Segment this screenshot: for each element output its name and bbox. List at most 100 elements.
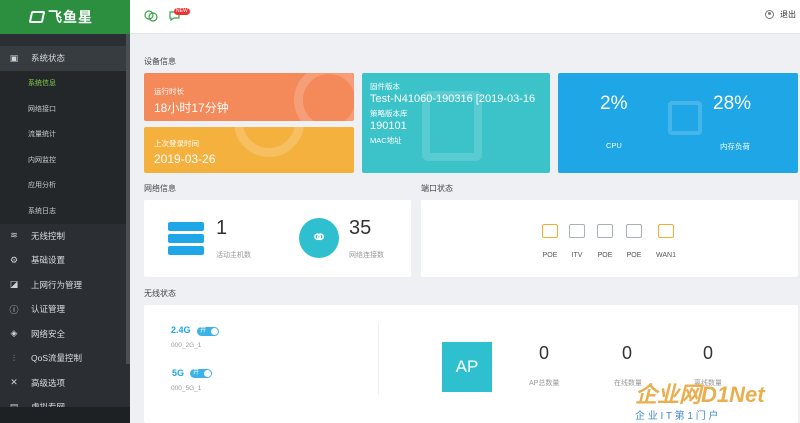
- sidebar-item-behavior-mgmt[interactable]: ◪ 上网行为管理: [0, 273, 130, 298]
- logout-label: 退出: [780, 10, 796, 19]
- firmware-label: 固件版本: [370, 82, 400, 91]
- sidebar-item-label: 上网行为管理: [31, 279, 83, 290]
- uptime-value: 18小时17分钟: [154, 101, 229, 115]
- offline-label: 离线数量: [694, 380, 722, 387]
- sidebar-item-net-security[interactable]: ◈ 网络安全: [0, 322, 130, 347]
- ethernet-port-icon[interactable]: [626, 224, 642, 238]
- ethernet-port-icon[interactable]: [542, 224, 558, 238]
- active-hosts-value: 1: [216, 217, 228, 239]
- tools-icon: ✕: [10, 377, 18, 388]
- wireless-status-title: 无线状态: [144, 289, 176, 298]
- ethernet-port-icon[interactable]: [569, 224, 585, 238]
- wifi-icon: ≋: [10, 230, 18, 241]
- watermark-sub: 企 业 I T 第 1 门 户: [635, 411, 719, 422]
- sidebar-item-label: 网络安全: [31, 328, 66, 339]
- d1net-watermark: 企业网D1Net 企 业 I T 第 1 门 户: [635, 377, 800, 423]
- port-label: POE: [542, 252, 558, 259]
- clock-decor-icon: [234, 127, 304, 157]
- logo-icon: [28, 11, 46, 23]
- sidebar-subitem-network-interface[interactable]: 网络接口: [28, 105, 56, 113]
- last-login-label: 上次登录时间: [154, 139, 199, 148]
- link-icon: ⚭: [299, 218, 339, 258]
- new-badge: NEW: [174, 8, 190, 15]
- ap-badge: AP: [442, 342, 492, 392]
- uptime-label: 运行时长: [154, 87, 184, 96]
- uptime-card: 运行时长 18小时17分钟: [144, 73, 354, 121]
- document-decor-icon: [422, 91, 482, 161]
- cpu-memory-card: 2% CPU 28% 内存负荷: [558, 73, 798, 173]
- sidebar-subitem-app-analysis[interactable]: 应用分析: [28, 182, 56, 190]
- network-info-title: 网络信息: [144, 184, 176, 193]
- sidebar-footer: [0, 407, 130, 423]
- network-info-card: 1 活动主机数 ⚭ 35 网络连接数: [144, 200, 411, 277]
- server-icon: [168, 222, 204, 256]
- sidebar-subitem-system-info[interactable]: 系统信息: [28, 80, 56, 88]
- port-label: POE: [597, 252, 613, 259]
- policy-label: 策略版本库: [370, 109, 408, 118]
- policy-value: 190101: [370, 120, 407, 132]
- device-info-title: 设备信息: [144, 57, 176, 66]
- gear-icon: ⚙: [9, 254, 19, 265]
- sidebar-subitem-lan-monitor[interactable]: 内网监控: [28, 156, 56, 164]
- ssid-5g: 000_5G_1: [171, 385, 202, 392]
- sidebar-item-system-status[interactable]: ▣ 系统状态: [0, 46, 130, 71]
- port-status-title: 端口状态: [421, 184, 453, 193]
- online-value: 0: [622, 343, 633, 363]
- ethernet-port-icon[interactable]: [597, 224, 613, 238]
- port-status-card: [421, 200, 798, 277]
- sidebar-item-basic-settings[interactable]: ⚙ 基础设置: [0, 248, 130, 273]
- sidebar-item-advanced[interactable]: ✕ 高级选项: [0, 371, 130, 396]
- memory-value: 28%: [713, 93, 752, 114]
- brand-name: 飞鱼星: [48, 9, 93, 25]
- equalizer-icon: ⫶: [12, 352, 16, 363]
- vpn-icon: ▤: [8, 401, 20, 413]
- monitor-icon: ▣: [9, 52, 19, 63]
- last-login-card: 上次登录时间 2019-03-26: [144, 127, 354, 173]
- wireless-status-card: 2.4G 开 000_2G_1 5G 开 000_5G_1 AP 0 AP总数量…: [144, 305, 798, 423]
- connections-value: 35: [349, 217, 372, 239]
- sidebar-item-auth-mgmt[interactable]: ⓘ 认证管理: [0, 297, 130, 322]
- cpu-value: 2%: [600, 93, 628, 114]
- ssid-24g: 000_2G_1: [171, 342, 202, 349]
- sidebar-item-label: QoS流量控制: [31, 353, 83, 364]
- sidebar: 飞鱼星 ▣ 系统状态 系统信息 网络接口 流量统计 内网监控 应用分析 系统日志 …: [0, 0, 130, 423]
- top-bar: NEW 退出: [130, 0, 800, 34]
- sidebar-item-label: 基础设置: [31, 255, 66, 266]
- band-24g-toggle[interactable]: 开: [197, 327, 219, 336]
- firmware-value: Test-N41060-190316 [2019-03-16: [370, 93, 536, 105]
- sidebar-item-label: 高级选项: [31, 377, 66, 388]
- watermark-main: 企业网D1Net: [635, 382, 765, 407]
- chat-group-icon[interactable]: [144, 10, 158, 22]
- sidebar-item-label: 无线控制: [31, 230, 66, 241]
- offline-value: 0: [703, 343, 714, 363]
- sidebar-item-label: 认证管理: [31, 304, 66, 315]
- logout-button[interactable]: 退出: [765, 9, 796, 20]
- sidebar-subitem-system-log[interactable]: 系统日志: [28, 207, 56, 215]
- mac-label: MAC地址: [370, 136, 402, 145]
- sidebar-nav: ▣ 系统状态 系统信息 网络接口 流量统计 内网监控 应用分析 系统日志 ≋ 无线控…: [0, 46, 130, 420]
- ethernet-port-icon[interactable]: [658, 224, 674, 238]
- toggle-state: 开: [200, 328, 207, 334]
- shield-icon: ◈: [10, 328, 18, 339]
- firmware-card: 固件版本 Test-N41060-190316 [2019-03-16 策略版本…: [362, 73, 550, 173]
- cpu-label: CPU: [606, 141, 622, 150]
- sidebar-item-qos[interactable]: ⫶ QoS流量控制: [0, 346, 130, 371]
- user-icon: [765, 10, 774, 19]
- online-label: 在线数量: [614, 380, 642, 387]
- ap-total-label: AP总数量: [529, 380, 560, 387]
- sidebar-scrollbar[interactable]: [126, 34, 130, 364]
- connections-label: 网络连接数: [349, 252, 384, 259]
- port-label: ITV: [571, 252, 583, 259]
- sidebar-subitem-traffic-stats[interactable]: 流量统计: [28, 131, 56, 139]
- clock-decor-icon: [294, 73, 354, 121]
- sidebar-submenu: 系统信息 网络接口 流量统计 内网监控 应用分析 系统日志: [0, 70, 130, 224]
- ap-total-value: 0: [539, 343, 550, 363]
- last-login-value: 2019-03-26: [154, 152, 216, 166]
- brand-logo[interactable]: 飞鱼星: [0, 0, 130, 34]
- memory-label: 内存负荷: [720, 142, 750, 151]
- band-5g-toggle[interactable]: 开: [190, 369, 212, 378]
- sidebar-item-wireless[interactable]: ≋ 无线控制: [0, 224, 130, 249]
- info-icon: ⓘ: [9, 304, 19, 315]
- band-24g-label: 2.4G: [171, 325, 191, 335]
